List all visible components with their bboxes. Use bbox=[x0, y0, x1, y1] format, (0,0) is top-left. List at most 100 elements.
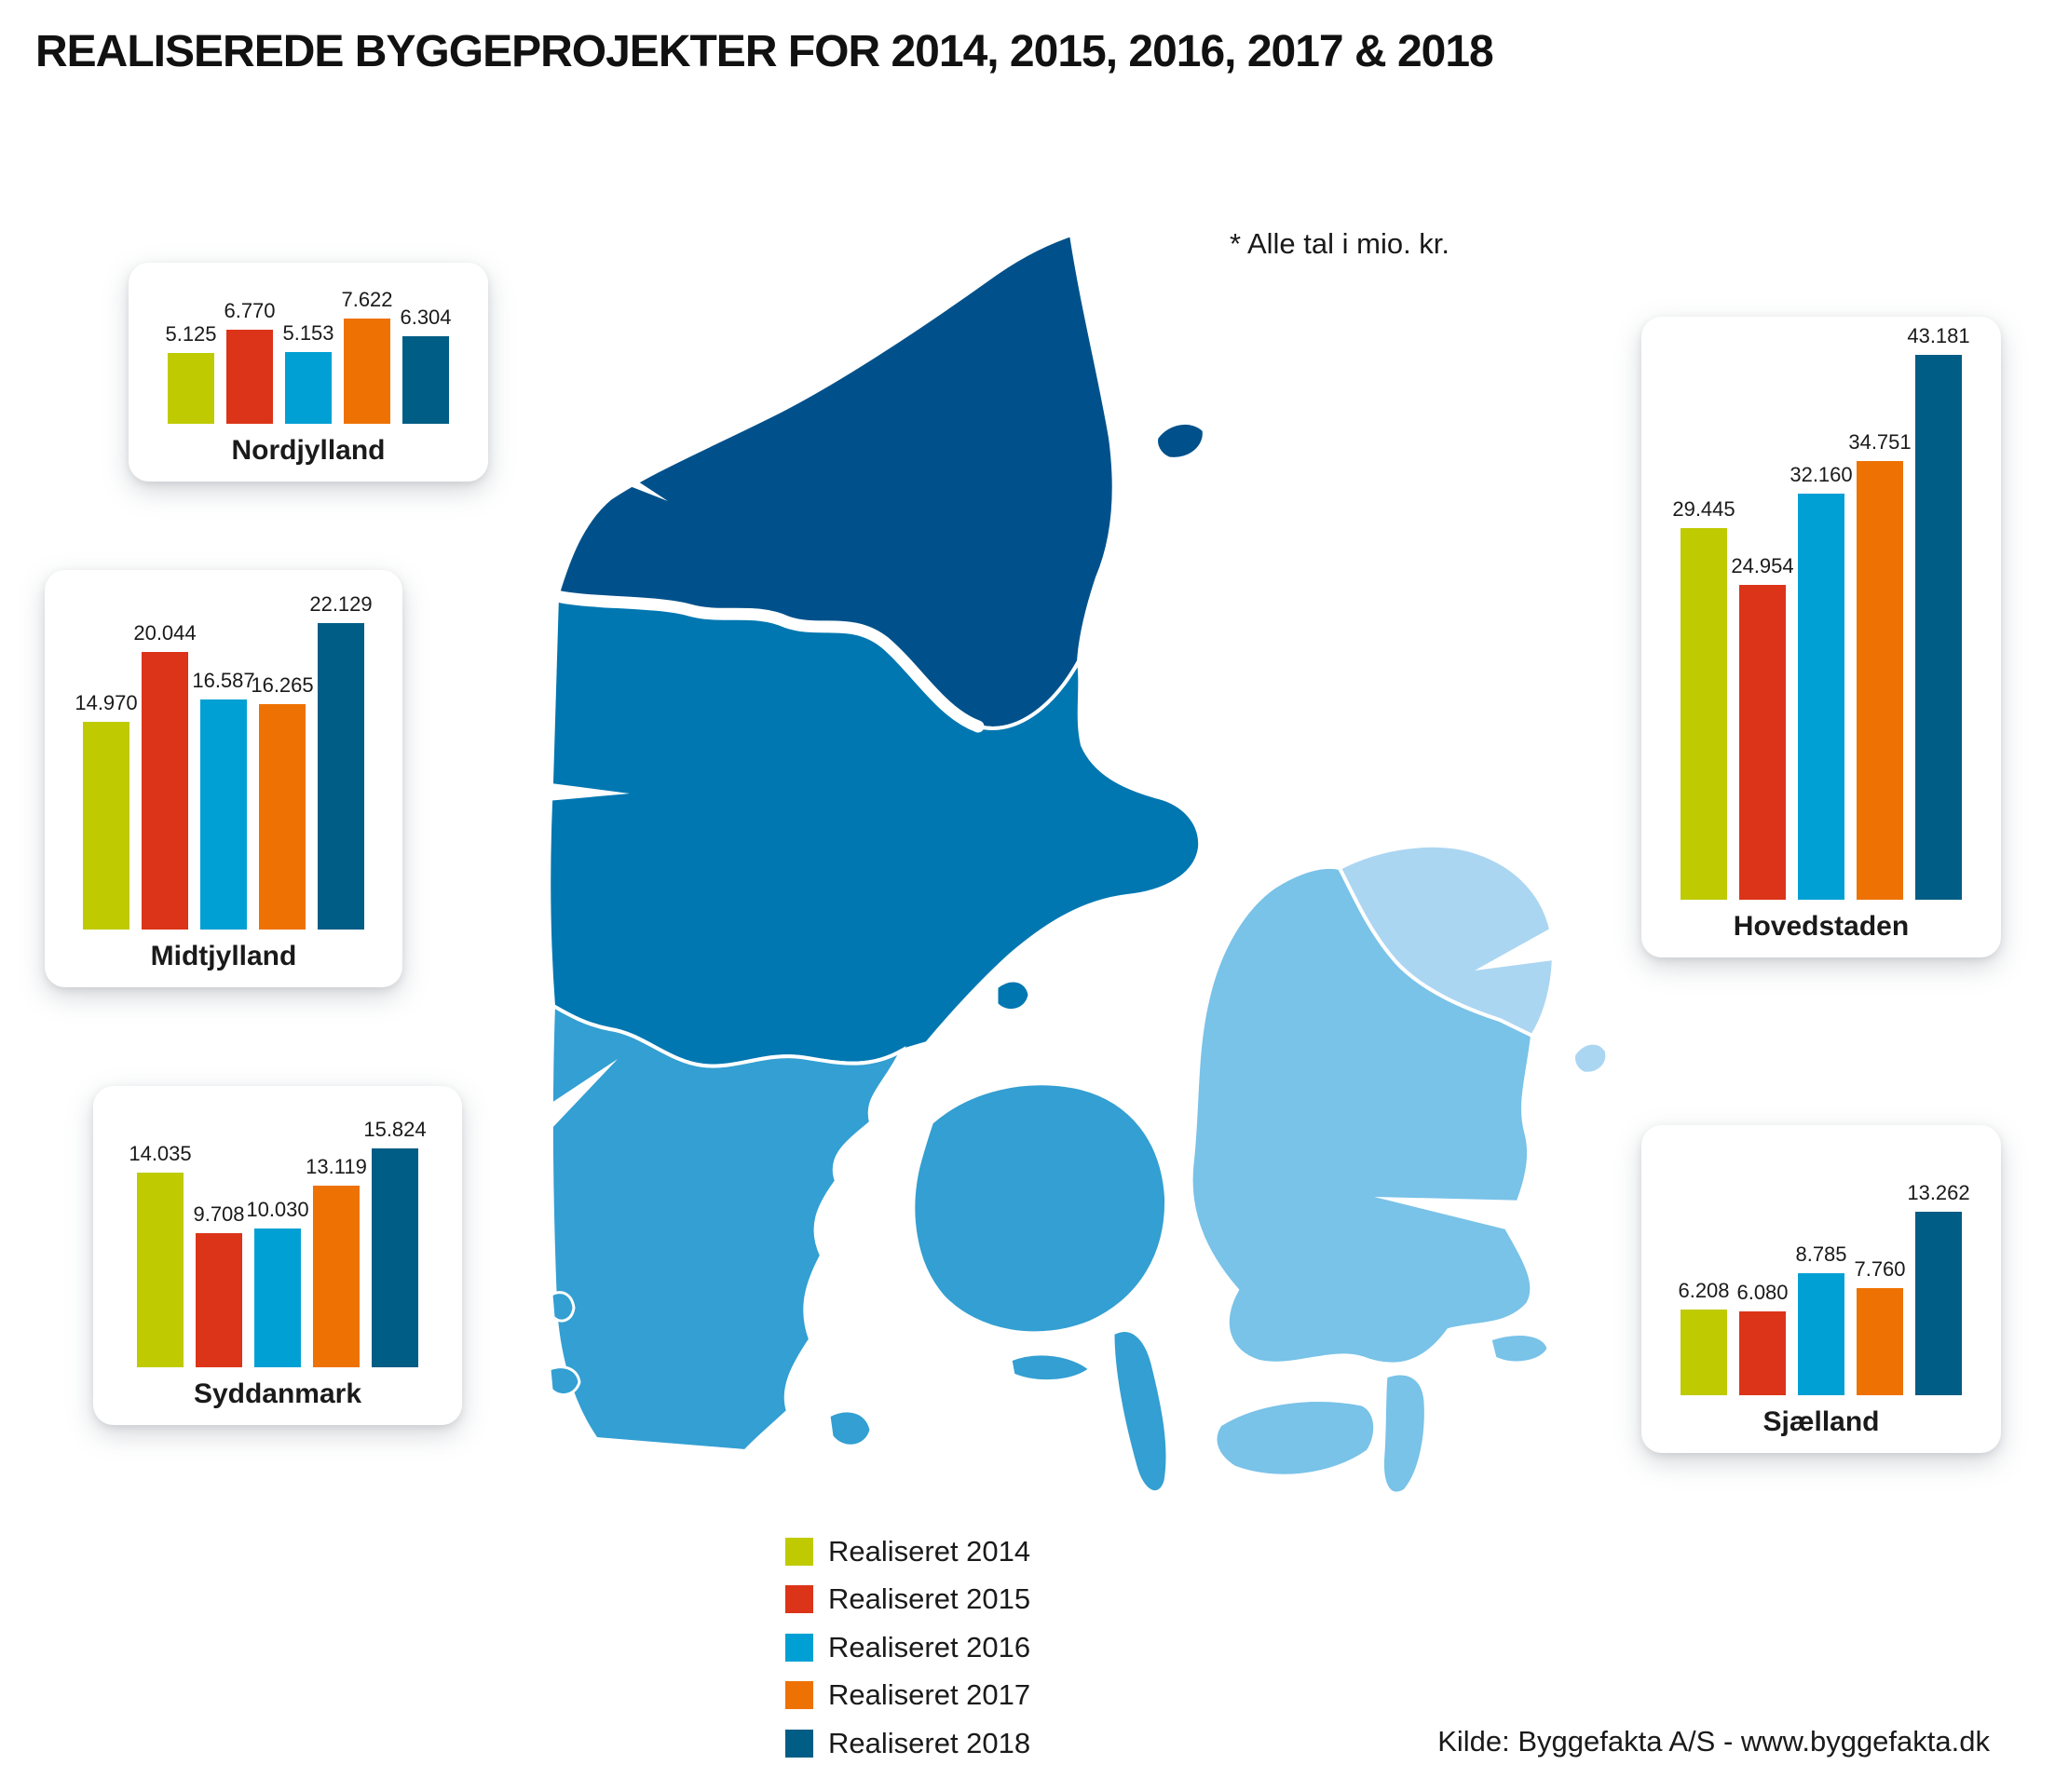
map-island-funen bbox=[911, 1081, 1169, 1336]
bar-value-label: 29.445 bbox=[1672, 497, 1735, 522]
bar-realiseret-2014 bbox=[168, 352, 214, 424]
bar-realiseret-2018 bbox=[318, 622, 364, 930]
bar-column: 10.030 bbox=[246, 1109, 309, 1367]
legend-swatch-2017 bbox=[785, 1681, 813, 1710]
bar-value-label: 5.125 bbox=[165, 321, 217, 346]
legend-item-2014: Realiseret 2014 bbox=[785, 1527, 1030, 1576]
bar-value-label: 6.770 bbox=[224, 299, 276, 323]
map-region-syddanmark bbox=[549, 1002, 906, 1454]
bar-column: 7.760 bbox=[1854, 1173, 1906, 1395]
map-island-lolland bbox=[1214, 1399, 1377, 1477]
bar-value-label: 43.181 bbox=[1907, 323, 1970, 347]
bar-column: 7.622 bbox=[341, 279, 393, 424]
bar-realiseret-2016 bbox=[285, 352, 332, 424]
bar-column: 15.824 bbox=[363, 1109, 427, 1367]
region-label-sjaelland: Sjælland bbox=[1762, 1406, 1880, 1437]
bar-column: 5.153 bbox=[282, 279, 334, 424]
legend-label-2016: Realiseret 2016 bbox=[828, 1630, 1031, 1663]
legend-label-2015: Realiseret 2015 bbox=[828, 1582, 1031, 1616]
callout-tail-syddanmark bbox=[463, 1059, 618, 1222]
map-limfjord bbox=[551, 590, 985, 733]
bar-realiseret-2018 bbox=[1915, 354, 1962, 900]
map-island-langeland bbox=[1111, 1329, 1169, 1493]
bar-column: 32.160 bbox=[1790, 333, 1853, 900]
bar-column: 5.125 bbox=[165, 279, 217, 424]
bar-column: 22.129 bbox=[309, 587, 373, 930]
bar-column: 14.970 bbox=[75, 587, 138, 930]
bar-column: 8.785 bbox=[1795, 1173, 1847, 1395]
bar-column: 24.954 bbox=[1731, 333, 1794, 900]
legend-swatch-2018 bbox=[785, 1729, 813, 1758]
bar-realiseret-2015 bbox=[142, 651, 188, 930]
map-island-samsoe bbox=[995, 979, 1031, 1012]
bar-realiseret-2017 bbox=[259, 703, 306, 930]
bar-value-label: 6.304 bbox=[400, 305, 452, 330]
bar-value-label: 34.751 bbox=[1848, 430, 1912, 455]
bar-column: 16.265 bbox=[251, 587, 314, 930]
bar-value-label: 16.587 bbox=[192, 669, 255, 693]
bar-chart-midtjylland: 14.970 20.044 16.587 16.265 22.129 bbox=[75, 587, 373, 930]
map-region-hovedstaden bbox=[1337, 843, 1556, 1039]
bar-chart-hovedstaden: 29.445 24.954 32.160 34.751 43.181 bbox=[1672, 324, 1970, 900]
callout-tail-hovedstaden bbox=[1475, 876, 1645, 971]
bar-chart-nordjylland: 5.125 6.770 5.153 7.622 6.304 bbox=[165, 279, 452, 424]
bar-column: 13.119 bbox=[306, 1109, 367, 1367]
bar-column: 29.445 bbox=[1672, 333, 1735, 900]
bar-chart-syddanmark: 14.035 9.708 10.030 13.119 15.824 bbox=[129, 1109, 427, 1367]
bar-realiseret-2018 bbox=[1915, 1211, 1962, 1395]
bar-value-label: 5.153 bbox=[282, 321, 334, 346]
region-label-nordjylland: Nordjylland bbox=[231, 435, 386, 466]
bar-realiseret-2015 bbox=[1739, 584, 1786, 900]
bar-realiseret-2016 bbox=[1798, 1273, 1844, 1395]
bar-column: 34.751 bbox=[1848, 333, 1912, 900]
bar-value-label: 15.824 bbox=[363, 1117, 427, 1141]
callout-midtjylland: 14.970 20.044 16.587 16.265 22.129 Midtjylla… bbox=[45, 570, 402, 987]
bar-realiseret-2017 bbox=[313, 1185, 360, 1367]
bar-column: 9.708 bbox=[193, 1109, 245, 1367]
legend-label-2018: Realiseret 2018 bbox=[828, 1726, 1031, 1759]
bar-value-label: 24.954 bbox=[1731, 553, 1794, 577]
bar-value-label: 32.160 bbox=[1790, 463, 1853, 487]
bar-value-label: 13.262 bbox=[1907, 1180, 1970, 1204]
bar-column: 6.080 bbox=[1736, 1173, 1789, 1395]
bar-realiseret-2014 bbox=[1681, 1309, 1727, 1395]
bar-realiseret-2014 bbox=[1681, 528, 1727, 900]
legend-swatch-2016 bbox=[785, 1633, 813, 1662]
map-island-roemoe bbox=[548, 1365, 581, 1397]
bar-realiseret-2015 bbox=[1739, 1310, 1786, 1395]
bar-value-label: 22.129 bbox=[309, 591, 373, 616]
legend-item-2015: Realiseret 2015 bbox=[785, 1576, 1030, 1624]
bar-column: 16.587 bbox=[192, 587, 255, 930]
bar-realiseret-2016 bbox=[254, 1228, 301, 1367]
bar-chart-sjaelland: 6.208 6.080 8.785 7.760 13.262 bbox=[1678, 1173, 1970, 1395]
bar-column: 6.770 bbox=[224, 279, 276, 424]
callout-tail-midtjylland bbox=[401, 764, 630, 814]
source-credit: Kilde: Byggefakta A/S - www.byggefakta.d… bbox=[1437, 1725, 1990, 1758]
region-label-midtjylland: Midtjylland bbox=[150, 941, 297, 971]
bar-realiseret-2016 bbox=[200, 699, 247, 930]
bar-value-label: 13.119 bbox=[306, 1154, 367, 1178]
bar-value-label: 7.622 bbox=[341, 287, 393, 311]
map-island-laesoe bbox=[1155, 421, 1205, 460]
bar-realiseret-2017 bbox=[1857, 1287, 1903, 1395]
callout-tail-sjaelland bbox=[1374, 1197, 1645, 1264]
bar-realiseret-2017 bbox=[1857, 461, 1903, 900]
legend-item-2018: Realiseret 2018 bbox=[785, 1719, 1030, 1768]
bar-column: 6.304 bbox=[400, 279, 452, 424]
bar-value-label: 14.035 bbox=[129, 1142, 192, 1166]
bar-realiseret-2014 bbox=[83, 722, 129, 930]
bar-value-label: 14.970 bbox=[75, 691, 138, 715]
callout-sjaelland: 6.208 6.080 8.785 7.760 13.262 Sjælland bbox=[1641, 1125, 2001, 1453]
bar-realiseret-2015 bbox=[196, 1232, 242, 1367]
bar-value-label: 8.785 bbox=[1795, 1242, 1847, 1267]
units-note: * Alle tal i mio. kr. bbox=[1230, 227, 1450, 260]
bar-realiseret-2016 bbox=[1798, 494, 1844, 900]
bar-value-label: 16.265 bbox=[251, 672, 314, 697]
bar-value-label: 20.044 bbox=[133, 620, 197, 645]
bar-value-label: 6.208 bbox=[1678, 1278, 1730, 1302]
map-island-fanoe bbox=[550, 1291, 576, 1323]
legend-item-2017: Realiseret 2017 bbox=[785, 1672, 1030, 1720]
callout-syddanmark: 14.035 9.708 10.030 13.119 15.824 Syddanmark bbox=[93, 1086, 462, 1425]
map-island-falster bbox=[1381, 1372, 1427, 1495]
bar-value-label: 6.080 bbox=[1736, 1280, 1789, 1304]
